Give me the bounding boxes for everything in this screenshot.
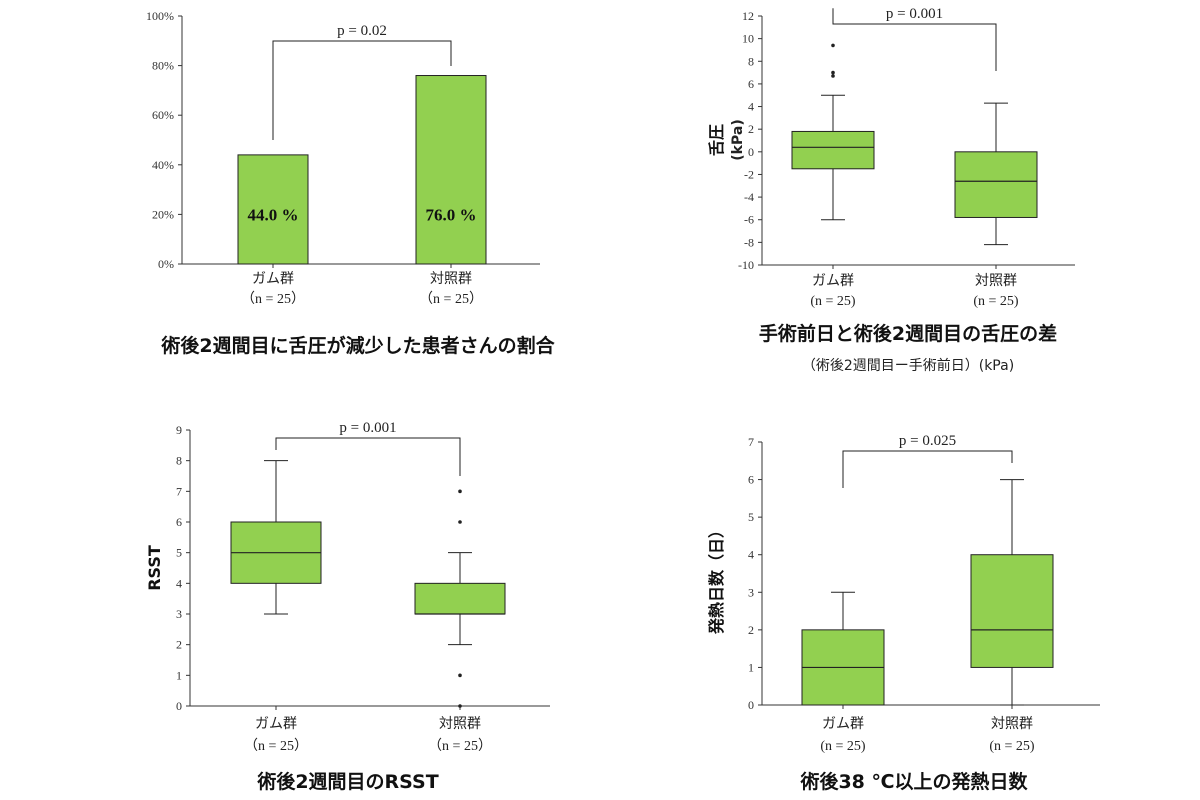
outlier-point [458,520,462,524]
y-tick-label: 2 [748,623,754,637]
panel2-title: 手術前日と術後2週間目の舌圧の差 [759,322,1057,345]
y-tick-label: -6 [744,213,754,227]
panel2-ylabel-unit: (kPa) [730,119,746,160]
y-tick-label: -2 [744,167,754,181]
category-label: 対照群 [975,273,1017,289]
panel-box-rsst: RSST 術後2週間目のRSST [145,545,439,793]
panel-box-fever-days: 発熱日数（日） 術後38 ℃以上の発熱日数 [707,522,1029,793]
sample-size-label: (n = 25) [989,739,1035,754]
panel-box-pressure-difference: 舌圧 (kPa) 手術前日と術後2週間目の舌圧の差 （術後2週間目ー手術前日）(… [707,119,1057,374]
y-tick-label: 20% [152,207,174,221]
category-label: ガム群 [252,271,294,287]
y-tick-label: 0 [176,699,182,713]
bar-data-label: 76.0 % [426,205,477,224]
y-tick-label: -8 [744,235,754,249]
y-tick-label: 4 [748,548,754,562]
y-tick-label: -4 [744,190,754,204]
sample-size-label: (n = 25) [810,294,856,309]
y-tick-label: 6 [748,473,754,487]
sample-size-label: (n = 25) [820,739,866,754]
y-tick-label: 0 [748,145,754,159]
sample-size-label: （n = 25） [428,738,492,754]
y-tick-label: 40% [152,158,174,172]
y-tick-label: 5 [176,546,182,560]
outlier-point [831,70,835,75]
outlier-point [458,489,462,494]
chart-2-plot: -10 -8 -6 -4 -2 0 2 4 6 8 10 12 ガム群 (n = 25) 対照群 (n = 2… [738,6,1075,309]
y-tick-label: 100% [146,9,174,23]
outlier-point [458,673,462,678]
outlier-point [831,43,835,48]
y-tick-label: 7 [748,435,754,449]
box [791,130,875,170]
p-value-label: p = 0.025 [899,433,956,449]
outlier-point [831,74,835,78]
category-label: ガム群 [822,716,864,732]
box [954,151,1038,218]
y-tick-label: 12 [742,9,754,23]
significance-bracket [275,437,461,476]
category-label: 対照群 [991,716,1033,732]
y-tick-label: 5 [748,510,754,524]
y-tick-label: 6 [176,515,182,529]
y-tick-label: 3 [176,607,182,621]
category-label: 対照群 [439,716,481,732]
sample-size-label: （n = 25） [244,738,308,754]
y-tick-label: 4 [176,576,182,590]
bar-data-label: 44.0 % [248,205,299,224]
chart-1-plot: 0% 20% 40% 60% 80% 100% ガム群 （n = 25） 対照群 （n = 25）… [146,9,540,307]
sample-size-label: （n = 25） [419,291,483,307]
box [970,554,1054,668]
y-tick-label: 2 [748,122,754,136]
y-tick-label: 8 [176,454,182,468]
panel-bar-decrease-rate: 術後2週間目に舌圧が減少した患者さんの割合 [160,334,555,357]
category-label: ガム群 [812,273,854,289]
y-tick-label: 7 [176,484,182,498]
y-tick-label: 8 [748,54,754,68]
category-label: ガム群 [255,716,297,732]
chart-3-plot: 0 1 2 3 4 5 6 7 8 9 ガム群 （n = 25） 対照群 （n = 25） p = 0.00… [176,420,550,754]
y-tick-label: 1 [176,668,182,682]
panel3-title: 術後2週間目のRSST [256,770,438,793]
panel4-ylabel: 発熱日数（日） [707,522,726,635]
p-value-label: p = 0.001 [339,420,396,436]
y-tick-label: 80% [152,59,174,73]
panel2-ylabel: 舌圧 [707,124,726,156]
y-tick-label: 0% [158,257,174,271]
y-tick-label: -10 [738,258,754,272]
y-tick-label: 1 [748,660,754,674]
p-value-label: p = 0.02 [337,23,387,39]
panel3-ylabel: RSST [145,545,164,591]
outlier-point [458,704,462,708]
sample-size-label: （n = 25） [241,291,305,307]
y-tick-label: 2 [176,638,182,652]
significance-bracket [842,450,1013,488]
panel4-title: 術後38 ℃以上の発熱日数 [799,770,1028,793]
bar [415,75,487,265]
significance-bracket [832,8,997,71]
p-value-label: p = 0.001 [886,6,943,22]
y-tick-label: 10 [742,32,754,46]
y-tick-label: 0 [748,698,754,712]
y-tick-label: 4 [748,100,754,114]
significance-bracket [272,40,452,140]
y-tick-label: 60% [152,108,174,122]
panel2-subtitle: （術後2週間目ー手術前日）(kPa) [802,357,1014,374]
y-tick-label: 9 [176,423,182,437]
panel1-title: 術後2週間目に舌圧が減少した患者さんの割合 [160,334,555,357]
y-tick-label: 6 [748,77,754,91]
bar [237,154,309,265]
sample-size-label: (n = 25) [973,294,1019,309]
y-tick-label: 3 [748,585,754,599]
chart-4-plot: 0 1 2 3 4 5 6 7 ガム群 (n = 25) 対照群 (n = 25) p = 0.025 [748,433,1100,754]
category-label: 対照群 [430,271,472,287]
box [414,582,506,615]
